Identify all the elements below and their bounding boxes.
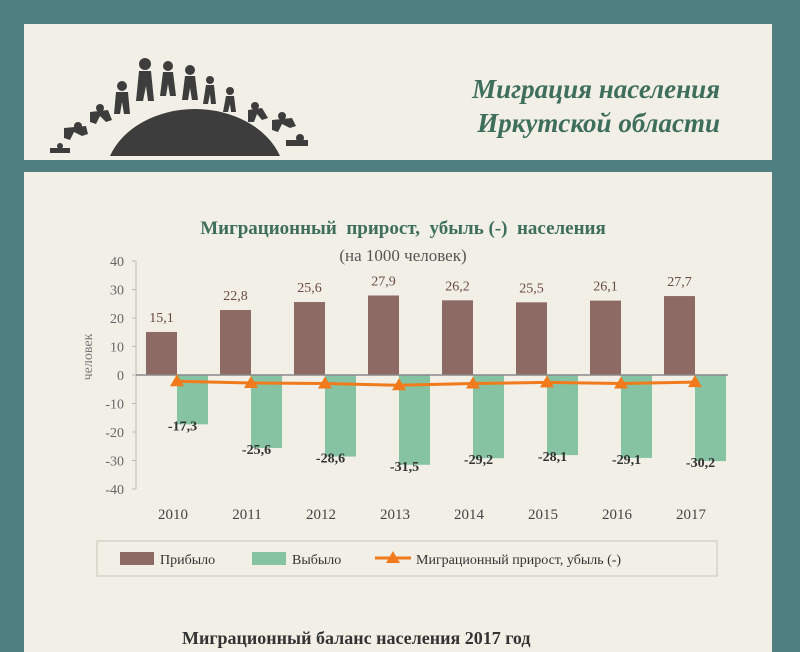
data-label-departed: -28,1 bbox=[538, 450, 567, 465]
data-label-arrived: 25,5 bbox=[519, 281, 544, 296]
y-axis-label: человек bbox=[81, 333, 96, 380]
bar-arrived bbox=[590, 300, 621, 375]
bar-arrived bbox=[220, 310, 251, 375]
data-label-arrived: 26,2 bbox=[445, 279, 470, 294]
header-title-line2: Иркутской области bbox=[477, 108, 720, 138]
data-label-departed: -30,2 bbox=[686, 456, 715, 471]
data-label-departed: -17,3 bbox=[168, 419, 197, 434]
x-tick-label: 2015 bbox=[528, 507, 558, 523]
legend-label-departed: Выбыло bbox=[292, 553, 341, 568]
data-label-arrived: 27,9 bbox=[371, 274, 396, 289]
bar-arrived bbox=[146, 331, 177, 375]
x-tick-label: 2013 bbox=[380, 507, 410, 523]
bar-arrived bbox=[516, 302, 547, 375]
legend-frame bbox=[96, 540, 718, 577]
y-tick-label: 10 bbox=[110, 341, 124, 356]
bar-arrived bbox=[294, 302, 325, 375]
y-tick-label: 40 bbox=[110, 255, 124, 270]
migration-line-marker bbox=[688, 375, 702, 388]
legend-label-line: Миграционный прирост, убыль (-) bbox=[416, 553, 621, 568]
migration-line-marker bbox=[170, 374, 184, 387]
chart-title: Миграционный прирост, убыль (-) населени… bbox=[200, 218, 606, 239]
bar-departed bbox=[325, 375, 356, 457]
bar-departed bbox=[473, 375, 504, 459]
y-tick-label: 20 bbox=[110, 312, 124, 327]
data-label-departed: -29,2 bbox=[464, 453, 493, 468]
migration-line-marker bbox=[466, 376, 480, 389]
migration-line-marker bbox=[614, 376, 628, 389]
migration-line-marker bbox=[318, 376, 332, 389]
legend-swatch-departed bbox=[252, 552, 286, 565]
data-label-departed: -31,5 bbox=[390, 460, 419, 475]
migration-line-marker bbox=[540, 375, 554, 388]
header-panel: Миграция населения Иркутской области bbox=[24, 24, 772, 160]
x-tick-label: 2016 bbox=[602, 507, 633, 523]
x-tick-label: 2011 bbox=[232, 507, 261, 523]
bar-arrived bbox=[368, 295, 399, 375]
y-tick-label: -20 bbox=[105, 426, 124, 441]
data-label-departed: -28,6 bbox=[316, 452, 345, 467]
plot-area: 403020100-10-20-30-4015,1-17,3201022,8-2… bbox=[105, 255, 728, 523]
x-tick-label: 2010 bbox=[158, 507, 188, 523]
y-tick-label: 0 bbox=[117, 369, 124, 384]
data-label-arrived: 26,1 bbox=[593, 280, 618, 295]
y-tick-label: 30 bbox=[110, 284, 124, 299]
data-label-arrived: 15,1 bbox=[149, 311, 174, 326]
bar-arrived bbox=[664, 296, 695, 375]
migration-line-marker bbox=[392, 378, 406, 391]
bar-departed bbox=[695, 375, 726, 462]
migration-line-marker bbox=[244, 375, 258, 388]
data-label-arrived: 25,6 bbox=[297, 281, 322, 296]
bar-arrived bbox=[442, 300, 473, 375]
x-tick-label: 2014 bbox=[454, 507, 485, 523]
chart-subtitle: (на 1000 человек) bbox=[339, 246, 466, 265]
data-label-departed: -29,1 bbox=[612, 453, 641, 468]
y-tick-label: -40 bbox=[105, 483, 124, 498]
y-tick-label: -30 bbox=[105, 455, 124, 470]
data-label-arrived: 27,7 bbox=[667, 275, 692, 290]
footer-text: Миграционный баланс населения 2017 год bbox=[182, 628, 531, 648]
bar-departed bbox=[547, 375, 578, 456]
data-label-departed: -25,6 bbox=[242, 443, 271, 458]
header-title: Миграция населения Иркутской области bbox=[320, 72, 720, 140]
x-tick-label: 2017 bbox=[676, 507, 707, 523]
y-tick-label: -10 bbox=[105, 398, 124, 413]
legend-swatch-marker bbox=[386, 551, 400, 563]
migration-logo-icon bbox=[50, 58, 308, 156]
header-title-line1: Миграция населения bbox=[472, 74, 720, 104]
legend: Прибыло Выбыло Миграционный прирост, убыль… bbox=[96, 540, 718, 577]
legend-swatch-arrived bbox=[120, 552, 154, 565]
bar-departed bbox=[621, 375, 652, 458]
migration-line bbox=[176, 379, 696, 387]
data-label-arrived: 22,8 bbox=[223, 289, 248, 304]
x-tick-label: 2012 bbox=[306, 507, 336, 523]
legend-label-arrived: Прибыло bbox=[160, 553, 215, 568]
